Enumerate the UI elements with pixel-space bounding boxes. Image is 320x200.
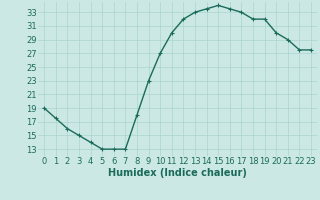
- X-axis label: Humidex (Indice chaleur): Humidex (Indice chaleur): [108, 168, 247, 178]
